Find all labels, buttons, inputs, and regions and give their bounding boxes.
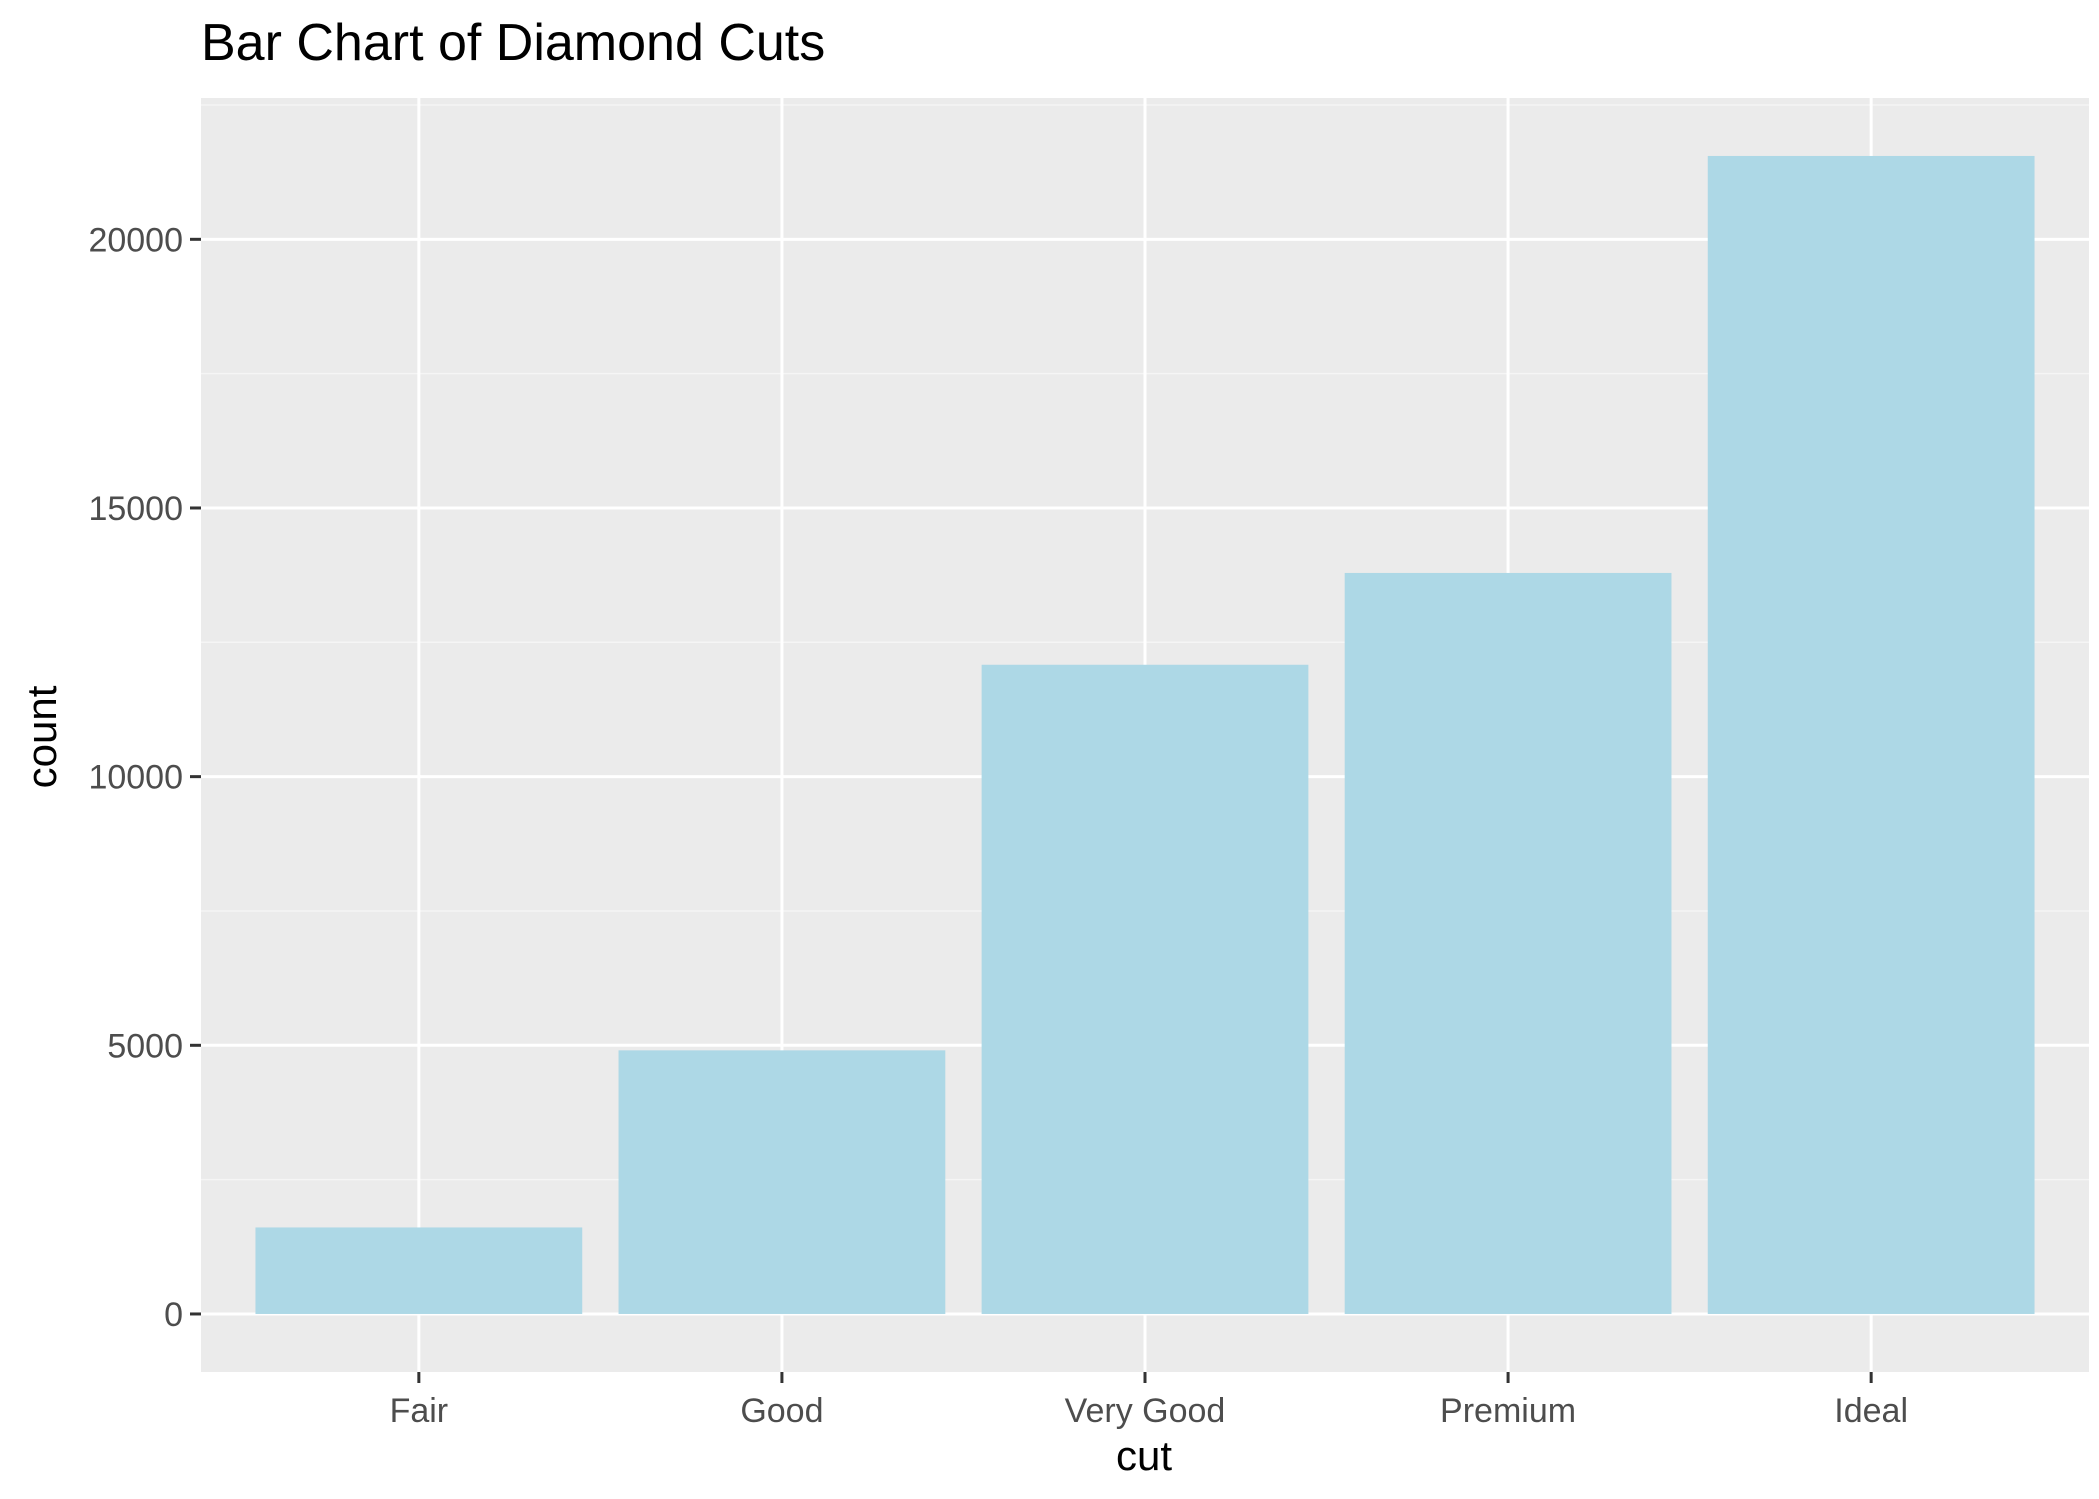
x-tick-label: Good (740, 1392, 823, 1430)
y-axis: 0 5000 10000 15000 20000 (88, 221, 201, 1334)
x-axis: Fair Good Very Good Premium Ideal (390, 1372, 1908, 1430)
x-tick-label: Ideal (1834, 1392, 1908, 1430)
x-tick-label: Premium (1440, 1392, 1576, 1430)
chart-title: Bar Chart of Diamond Cuts (201, 14, 825, 72)
bars (255, 155, 2035, 1314)
x-tick-label: Very Good (1065, 1392, 1226, 1430)
bar-good (618, 1050, 946, 1314)
bar-fair (255, 1227, 583, 1314)
y-tick-label: 5000 (107, 1027, 183, 1065)
bar-ideal (1707, 155, 2035, 1314)
x-tick-label: Fair (390, 1392, 449, 1430)
y-tick-label: 15000 (88, 490, 183, 528)
x-axis-title: cut (1116, 1432, 1172, 1479)
bar-very-good (981, 664, 1309, 1314)
bar-premium (1344, 572, 1672, 1314)
y-tick-label: 10000 (88, 759, 183, 797)
y-axis-title: count (18, 685, 65, 788)
y-tick-label: 20000 (88, 221, 183, 259)
y-tick-label: 0 (164, 1296, 183, 1334)
